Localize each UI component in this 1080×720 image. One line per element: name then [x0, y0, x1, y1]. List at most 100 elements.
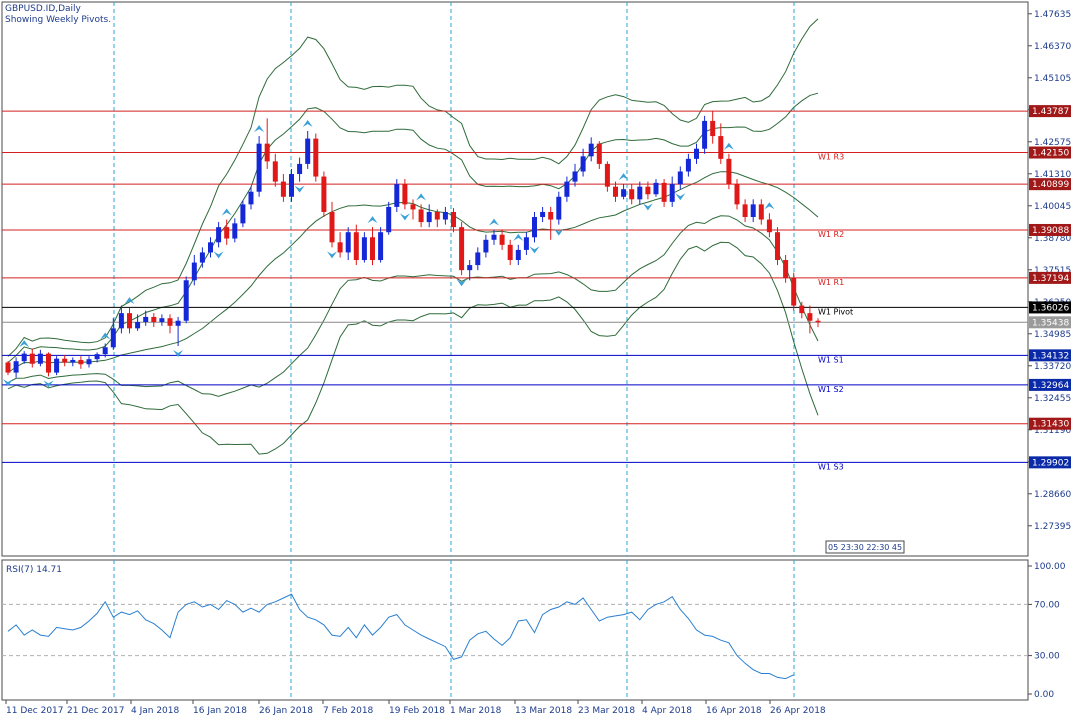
candle-body: [370, 237, 375, 261]
candle-body: [191, 262, 197, 281]
candle-body: [175, 320, 181, 326]
price-tick-label: 1.47635: [1034, 10, 1071, 20]
price-tick-label: 1.33720: [1034, 362, 1071, 372]
candle-body: [118, 313, 124, 329]
candle-body: [621, 189, 627, 197]
candle-body: [791, 277, 797, 306]
rsi-label: RSI(7) 14.71: [6, 565, 62, 575]
candle-body: [734, 184, 740, 205]
candle-body: [451, 211, 456, 228]
band-outer-upper-line: [7, 18, 819, 357]
candle-body: [807, 313, 813, 321]
candle-body: [151, 316, 157, 323]
pivot-price-tag: [1029, 378, 1071, 391]
candle-body: [629, 189, 635, 200]
candle-body: [758, 204, 764, 220]
pivot-price-tag: [1029, 456, 1071, 469]
fractal-down-arrow: [553, 228, 564, 236]
date-tick-label: 4 Apr 2018: [642, 706, 692, 716]
candle-body: [272, 161, 278, 182]
candle-body: [677, 171, 683, 185]
candle-body: [685, 158, 691, 172]
subtitle-label: Showing Weekly Pivots.: [5, 15, 112, 25]
candle-body: [548, 211, 554, 220]
candle-body: [596, 143, 602, 164]
candle-body: [208, 242, 213, 253]
band-outer-lower-line: [7, 241, 819, 455]
candle-body: [256, 143, 262, 192]
fractal-up-arrow: [764, 202, 775, 210]
pivot-price-tag-label: 1.43787: [1032, 107, 1069, 117]
candle-body: [653, 182, 659, 195]
candle-body: [572, 171, 578, 182]
candle-body: [645, 186, 651, 195]
pivot-price-tag: [1029, 146, 1071, 159]
pivot-name-label: W1 R3: [818, 153, 844, 162]
candle-body: [86, 359, 92, 365]
price-tick-label: 1.40045: [1034, 202, 1071, 212]
candle-body: [523, 237, 529, 250]
price-tick-label: 1.41310: [1034, 170, 1071, 180]
rsi-tick-label: 70.00: [1034, 600, 1060, 610]
rsi-line: [7, 593, 794, 680]
date-tick-label: 26 Apr 2018: [770, 706, 826, 716]
candle-body: [5, 362, 11, 373]
candle-body: [127, 313, 132, 329]
candle-body: [702, 120, 708, 149]
candle-body: [46, 353, 51, 373]
candle-body: [297, 163, 303, 175]
candle-body: [750, 204, 756, 218]
candle-body: [766, 219, 772, 233]
candle-body: [580, 156, 586, 172]
pivot-price-tag-label: 1.31430: [1032, 420, 1069, 430]
candle-body: [232, 223, 238, 239]
date-tick-label: 13 Mar 2018: [515, 706, 572, 716]
candle-body: [410, 204, 416, 210]
candle-body: [13, 361, 19, 373]
candle-body: [394, 184, 400, 207]
candle-body: [815, 320, 821, 323]
candle-body: [483, 239, 489, 253]
rsi-tick-label: 100.00: [1034, 562, 1066, 572]
candle-body: [143, 316, 149, 323]
fractal-up-arrow: [618, 173, 629, 181]
date-tick-label: 23 Mar 2018: [578, 706, 635, 716]
rsi-tick-label: 0.00: [1034, 690, 1054, 700]
candle-body: [248, 191, 254, 205]
current-price-tag-label: 1.35438: [1032, 318, 1069, 328]
candle-body: [183, 280, 189, 321]
date-tick-label: 4 Jan 2018: [131, 706, 179, 716]
candle-body: [434, 211, 440, 220]
band-upper-line: [7, 92, 819, 363]
candle-body: [110, 328, 116, 348]
pivot-price-tag-label: 1.42150: [1032, 149, 1069, 159]
fractal-up-arrow: [367, 216, 378, 224]
price-tick-label: 1.38780: [1034, 234, 1071, 244]
price-tick-label: 1.45105: [1034, 74, 1071, 84]
fractal-up-arrow: [723, 142, 734, 150]
pivot-price-tag-label: 1.34132: [1032, 351, 1069, 361]
fractal-up-arrow: [513, 233, 524, 241]
fractal-up-arrow: [19, 340, 30, 348]
candle-body: [345, 232, 351, 253]
candle-body: [305, 138, 311, 164]
price-tick-label: 1.31190: [1034, 426, 1071, 436]
candle-body: [556, 196, 562, 220]
candle-body: [159, 318, 165, 323]
candle-body: [240, 204, 246, 224]
pivot-price-tag-label: 1.39088: [1032, 226, 1069, 236]
pivot-price-tag: [1029, 301, 1071, 314]
candle-body: [726, 158, 732, 185]
pivot-price-tag: [1029, 223, 1071, 236]
pivot-price-tag: [1029, 105, 1071, 118]
pivot-price-tag: [1029, 417, 1071, 430]
candle-body: [418, 209, 424, 223]
fractal-down-arrow: [642, 203, 653, 211]
fractal-down-arrow: [173, 350, 184, 358]
candle-body: [280, 181, 286, 197]
pivot-price-tag-label: 1.29902: [1032, 458, 1069, 468]
pivot-price-tag-label: 1.37194: [1032, 274, 1069, 284]
pivot-name-label: W1 Pivot: [818, 307, 853, 316]
candle-body: [775, 232, 780, 261]
